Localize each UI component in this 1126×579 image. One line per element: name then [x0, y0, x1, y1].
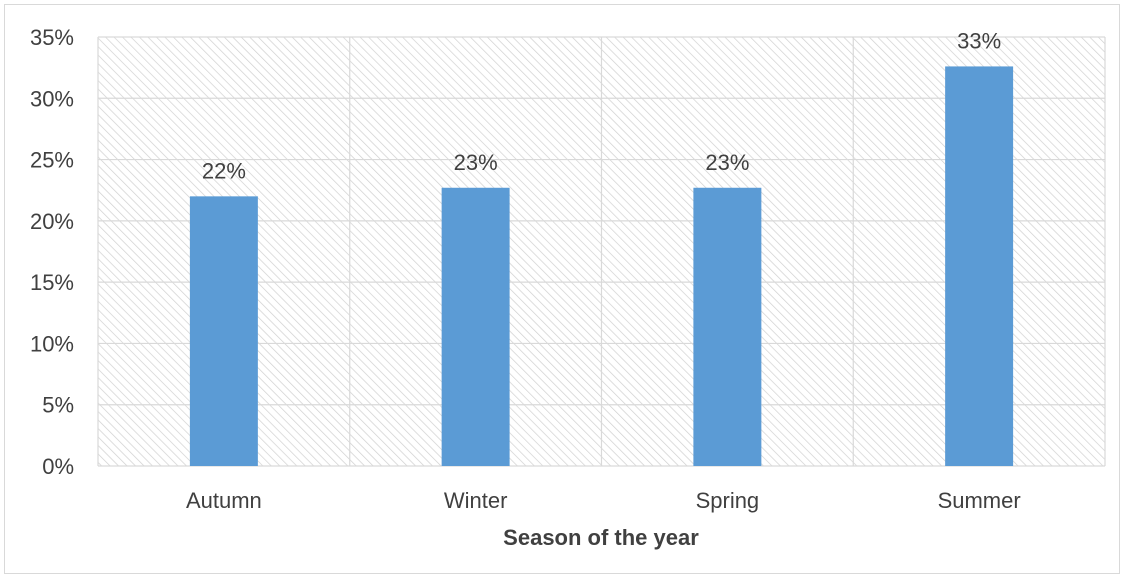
y-tick-label: 5% — [42, 393, 74, 418]
bars — [189, 66, 1014, 467]
data-label-autumn: 22% — [202, 158, 246, 183]
x-category-label-spring: Spring — [696, 488, 760, 513]
bar-autumn — [189, 196, 258, 467]
data-label-winter: 23% — [454, 150, 498, 175]
data-label-summer: 33% — [957, 28, 1001, 53]
gridlines — [97, 36, 1106, 467]
y-tick-label: 25% — [30, 148, 74, 173]
x-category-label-summer: Summer — [938, 488, 1021, 513]
x-axis-title: Season of the year — [503, 525, 699, 550]
x-axis-category-labels: Autumn Winter Spring Summer — [186, 488, 1021, 513]
x-category-label-winter: Winter — [444, 488, 508, 513]
bar-spring — [693, 187, 762, 466]
y-tick-label: 0% — [42, 454, 74, 479]
y-tick-label: 10% — [30, 331, 74, 356]
y-tick-label: 20% — [30, 209, 74, 234]
y-axis-tick-labels: 0% 5% 10% 15% 20% 25% 30% 35% — [30, 25, 74, 479]
data-labels: 22% 23% 23% 33% — [202, 28, 1001, 183]
bar-summer — [945, 66, 1014, 466]
y-tick-label: 30% — [30, 86, 74, 111]
bar-winter — [441, 187, 510, 466]
x-category-label-autumn: Autumn — [186, 488, 262, 513]
y-tick-label: 35% — [30, 25, 74, 50]
y-tick-label: 15% — [30, 270, 74, 295]
data-label-spring: 23% — [705, 150, 749, 175]
